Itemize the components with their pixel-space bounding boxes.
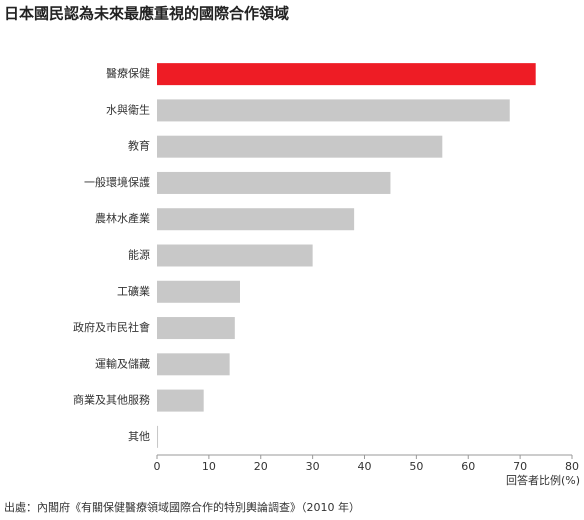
bar: [157, 389, 204, 412]
bar: [157, 208, 355, 231]
bar: [157, 317, 235, 340]
chart-title: 日本國民認為未來最應重視的國際合作領域: [4, 5, 289, 23]
y-tick-label: 商業及其他服務: [73, 393, 150, 407]
y-tick-label: 醫療保健: [106, 66, 150, 80]
x-tick-label: 10: [202, 460, 216, 473]
x-tick-label: 50: [409, 460, 423, 473]
bar: [157, 425, 159, 448]
y-tick-label: 工礦業: [117, 284, 150, 298]
bar: [157, 99, 510, 122]
y-tick-label: 農林水產業: [95, 211, 150, 225]
bar: [157, 63, 536, 86]
x-tick-label: 70: [513, 460, 527, 473]
y-tick-label: 其他: [128, 430, 150, 443]
y-tick-label: 能源: [128, 248, 150, 262]
source-note: 出處：內閣府《有關保健醫療領域國際合作的特別輿論調查》（2010 年）: [4, 500, 360, 514]
y-tick-label: 教育: [128, 139, 150, 153]
y-tick-label: 政府及市民社會: [73, 320, 150, 334]
x-tick-label: 40: [358, 460, 372, 473]
y-tick-label: 水與衛生: [106, 102, 150, 116]
bar: [157, 171, 391, 194]
x-tick-label: 30: [306, 460, 320, 473]
x-tick-label: 60: [461, 460, 475, 473]
bar: [157, 353, 230, 376]
bar: [157, 280, 240, 303]
bar: [157, 244, 313, 267]
x-tick-label: 20: [254, 460, 268, 473]
y-tick-label: 一般環境保護: [84, 175, 150, 189]
x-tick-label: 0: [154, 460, 161, 473]
y-tick-label: 運輸及儲藏: [95, 356, 150, 370]
x-axis-label: 回答者比例(%): [506, 473, 580, 487]
bar: [157, 135, 443, 158]
x-tick-label: 80: [565, 460, 579, 473]
